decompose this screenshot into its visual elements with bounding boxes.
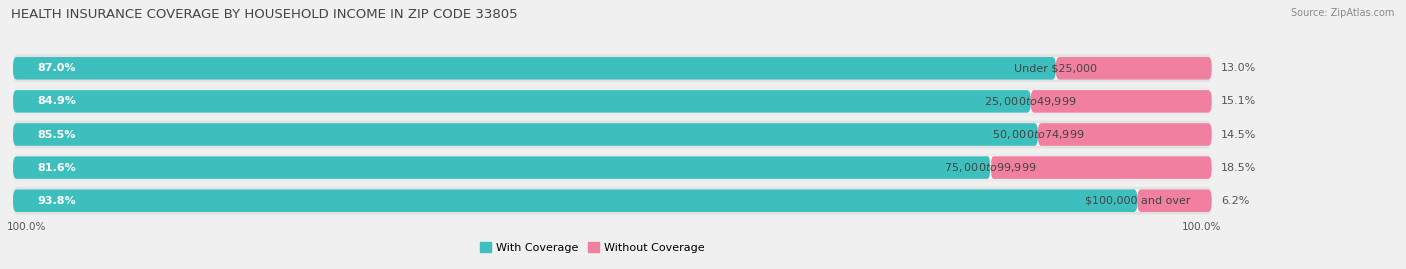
FancyBboxPatch shape: [13, 123, 1038, 146]
FancyBboxPatch shape: [13, 87, 1212, 115]
FancyBboxPatch shape: [1035, 123, 1040, 146]
FancyBboxPatch shape: [13, 90, 1031, 113]
FancyBboxPatch shape: [987, 156, 994, 179]
Text: 84.9%: 84.9%: [37, 96, 76, 107]
Text: 6.2%: 6.2%: [1222, 196, 1250, 206]
Text: $50,000 to $74,999: $50,000 to $74,999: [991, 128, 1084, 141]
FancyBboxPatch shape: [1028, 90, 1033, 113]
Text: Under $25,000: Under $25,000: [1014, 63, 1097, 73]
FancyBboxPatch shape: [990, 156, 1212, 179]
Text: $75,000 to $99,999: $75,000 to $99,999: [945, 161, 1036, 174]
Text: 81.6%: 81.6%: [37, 162, 76, 173]
FancyBboxPatch shape: [13, 189, 1137, 212]
FancyBboxPatch shape: [13, 187, 1212, 215]
FancyBboxPatch shape: [13, 121, 1212, 148]
Text: 18.5%: 18.5%: [1222, 162, 1257, 173]
FancyBboxPatch shape: [1137, 189, 1212, 212]
FancyBboxPatch shape: [1053, 57, 1059, 80]
Legend: With Coverage, Without Coverage: With Coverage, Without Coverage: [479, 242, 704, 253]
Text: 100.0%: 100.0%: [7, 222, 46, 232]
Text: $25,000 to $49,999: $25,000 to $49,999: [984, 95, 1077, 108]
Text: 13.0%: 13.0%: [1222, 63, 1257, 73]
FancyBboxPatch shape: [1031, 90, 1212, 113]
Text: $100,000 and over: $100,000 and over: [1084, 196, 1189, 206]
Text: Source: ZipAtlas.com: Source: ZipAtlas.com: [1291, 8, 1395, 18]
FancyBboxPatch shape: [13, 156, 991, 179]
Text: 87.0%: 87.0%: [37, 63, 76, 73]
FancyBboxPatch shape: [13, 154, 1212, 182]
FancyBboxPatch shape: [1056, 57, 1212, 80]
Text: 85.5%: 85.5%: [37, 129, 76, 140]
Text: 93.8%: 93.8%: [37, 196, 76, 206]
FancyBboxPatch shape: [1135, 189, 1140, 212]
FancyBboxPatch shape: [1038, 123, 1212, 146]
FancyBboxPatch shape: [13, 54, 1212, 82]
Text: HEALTH INSURANCE COVERAGE BY HOUSEHOLD INCOME IN ZIP CODE 33805: HEALTH INSURANCE COVERAGE BY HOUSEHOLD I…: [11, 8, 517, 21]
Text: 15.1%: 15.1%: [1222, 96, 1257, 107]
Text: 100.0%: 100.0%: [1182, 222, 1222, 232]
FancyBboxPatch shape: [13, 57, 1056, 80]
Text: 14.5%: 14.5%: [1222, 129, 1257, 140]
